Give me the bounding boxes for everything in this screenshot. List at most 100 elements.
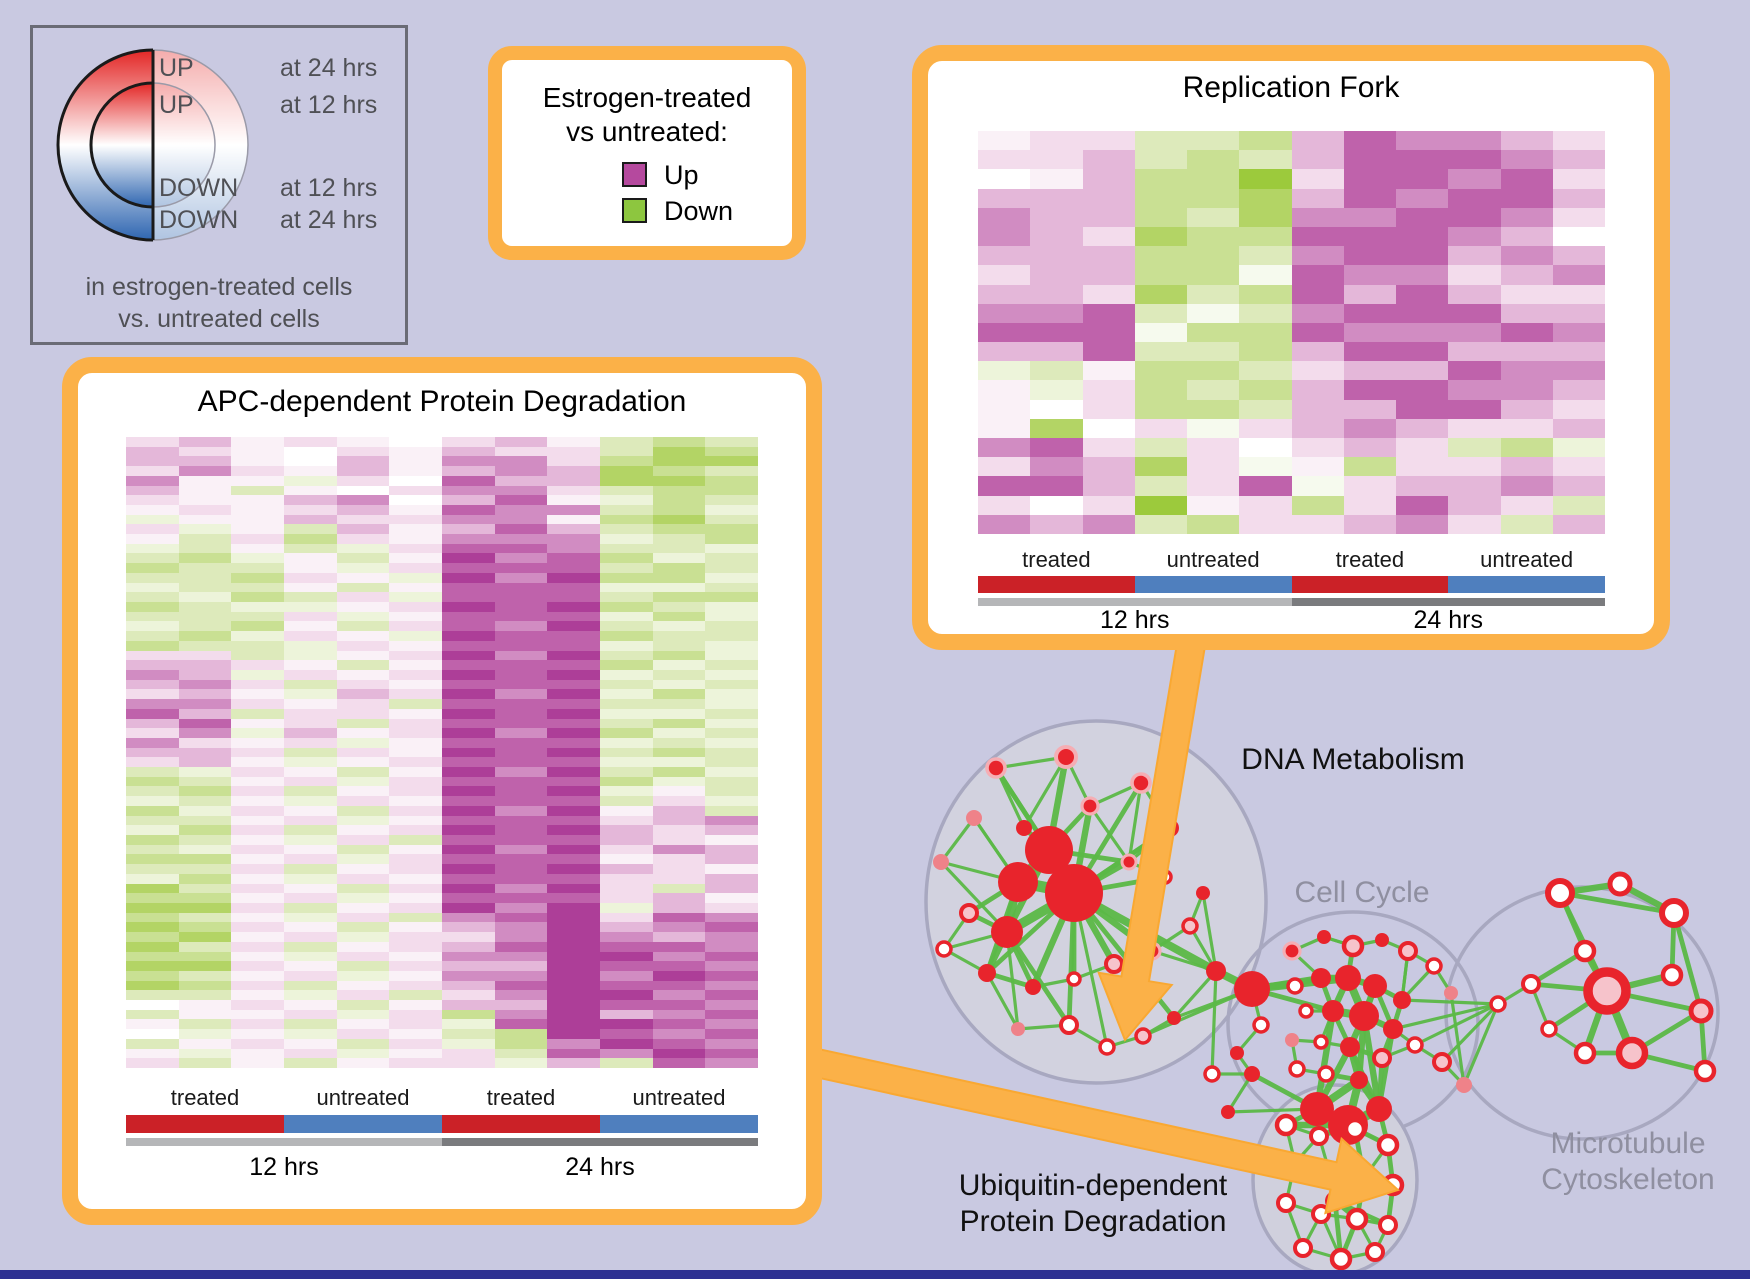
heatmap-cell [126,912,179,923]
heatmap-cell [442,757,495,768]
hrs12-label: 12 hrs [249,1153,319,1181]
network-edge [1004,929,1072,1028]
heatmap-cell [336,602,390,612]
heatmap-cell [1134,207,1187,227]
network-node [1540,1020,1558,1038]
heatmap-cell [231,699,284,709]
heatmap-cell [1239,284,1292,304]
heatmap-cell [389,941,442,952]
network-node [1660,963,1684,987]
heatmap-cell [547,961,600,971]
heatmap-cell [1187,150,1240,170]
heatmap-cell [126,524,179,535]
heatmap-cell [1082,169,1135,189]
heatmap-cell [126,446,179,457]
heatmap-cell [705,1029,758,1039]
heatmap-cell [1343,457,1396,477]
network-node [1432,1052,1452,1072]
heatmap-cell [442,854,495,865]
heatmap-cell [284,951,337,962]
network-node [933,854,949,870]
heatmap-cell [1082,150,1135,170]
heatmap-cell [494,543,548,554]
heatmap-cell [600,650,653,661]
apc-heatmap [126,437,758,1068]
heatmap-cell [1448,399,1501,419]
heatmap-cell [284,669,337,680]
heatmap-cell [1448,495,1501,515]
heatmap-cell [336,912,390,923]
heatmap-cell [600,495,653,505]
heatmap-cell [231,572,284,583]
treated-bar-segment [1291,576,1449,593]
heatmap-cell [231,825,284,835]
heatmap-cell [1552,207,1605,227]
heatmap-cell [705,990,758,1001]
heatmap-cell [652,902,706,913]
heatmap-cell [600,485,653,496]
heatmap-cell [494,718,548,729]
heatmap-cell [442,572,495,583]
heatmap-cell [178,669,232,680]
network-node [985,757,1007,779]
heatmap-cell [442,805,495,816]
network-node [1311,968,1331,988]
heatmap-cell [547,1009,600,1020]
heatmap-cell [547,495,600,505]
heatmap-cell [1030,495,1083,515]
heatmap-cell [442,1009,495,1020]
heatmap-cell [1082,226,1135,247]
network-node [1288,1060,1306,1078]
heatmap-cell [389,747,442,758]
heatmap-cell [442,582,495,593]
heatmap-cell [1187,476,1240,496]
heatmap-cell [1134,284,1187,304]
heatmap-cell [652,485,706,496]
heatmap-cell [978,380,1031,400]
heatmap-cell [652,640,706,651]
heatmap-cell [231,475,284,486]
heatmap-cell [336,815,390,826]
heatmap-cell [442,495,495,505]
heatmap-cell [178,699,232,709]
network-node [959,903,979,923]
heatmap-cell [178,553,232,564]
heatmap-cell [442,631,495,641]
heatmap-cell [1187,418,1240,439]
heatmap-cell [547,660,600,670]
heatmap-cell [705,718,758,729]
heatmap-cell [1134,476,1187,496]
heatmap-cell [126,805,179,816]
heatmap-cell [442,640,495,651]
heatmap-cell [705,708,758,719]
heatmap-cell [494,699,548,709]
heatmap-cell [178,951,232,962]
heatmap-cell [652,1009,706,1020]
heatmap-cell [1082,188,1135,208]
heatmap-cell [1134,246,1187,266]
heatmap-cell [178,757,232,768]
heatmap-cell [547,912,600,923]
network-edge [1671,910,1704,1014]
heatmap-cell [547,1029,600,1039]
heatmap-cell [231,1009,284,1020]
heatmap-cell [1030,169,1083,189]
heatmap-cell [652,990,706,1001]
heatmap-cell [1291,322,1344,343]
heatmap-cell [547,951,600,962]
heatmap-cell [705,747,758,758]
heatmap-cell [442,456,495,467]
legend-up-outer: UP [159,54,194,82]
heatmap-cell [1500,131,1553,151]
network-node [1393,991,1411,1009]
heatmap-cell [336,932,390,942]
heatmap-cell [389,844,442,855]
network-node [1372,1048,1392,1068]
heatmap-cell [336,699,390,709]
heatmap-cell [705,1009,758,1020]
heatmap-cell [1343,169,1396,189]
heatmap-cell [705,679,758,690]
heatmap-cell [231,621,284,632]
heatmap-cell [389,514,442,525]
heatmap-cell [1239,361,1292,381]
